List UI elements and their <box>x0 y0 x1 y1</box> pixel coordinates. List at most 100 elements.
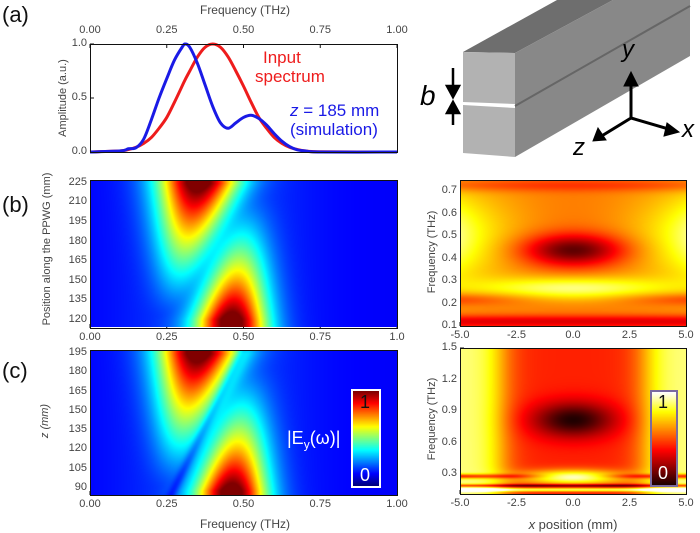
x-tick-label: 0.00 <box>79 24 101 36</box>
gap-label: b <box>420 80 436 111</box>
gap-arrow-down-head-icon <box>444 84 462 100</box>
panel-label-a: (a) <box>2 2 29 27</box>
y-tick-label: 0.5 <box>441 229 457 242</box>
y-axis-arrowhead-icon <box>623 70 639 87</box>
heatmap-b-left-frame <box>90 180 398 329</box>
heatmap-c-left <box>91 351 397 495</box>
gap-arrow-up-head-icon <box>444 99 462 115</box>
y-tick-label: 0.1 <box>441 319 457 331</box>
y-tick-label: 195 <box>68 345 87 358</box>
xlabel-italic: x <box>528 517 536 532</box>
coordinate-axes <box>592 70 681 142</box>
y-tick-label: 0.0 <box>71 145 87 157</box>
y-tick-label: 150 <box>68 403 87 416</box>
waveguide-top-face <box>463 0 613 53</box>
annotation-sim-value: = 185 mm <box>298 101 380 120</box>
x-tick-label: 0.75 <box>309 24 331 36</box>
heatmap-c-left-frame <box>90 350 398 496</box>
annotation-sim-z: z <box>290 101 299 120</box>
y-tick-label: 120 <box>68 313 87 326</box>
y-tick-label: 105 <box>68 461 87 474</box>
x-tick-label: -2.5 <box>507 329 526 341</box>
colorbar-hot-max: 1 <box>658 392 669 412</box>
x-tick-label: 0.25 <box>156 498 178 510</box>
y-tick-label: 210 <box>68 195 87 208</box>
chart-a-frame <box>90 44 398 153</box>
x-axis-arrow-icon <box>630 116 673 132</box>
y-tick-label: 120 <box>68 442 87 455</box>
colorbar-label-tail: (ω)| <box>309 428 341 448</box>
xlabel-rest: position (mm) <box>535 517 618 532</box>
annotation-input-line1: Input <box>263 48 301 67</box>
x-tick-label: 1.00 <box>386 498 408 510</box>
annotation-sim-line2: (simulation) <box>290 120 378 139</box>
x-tick-label: 0.75 <box>309 498 331 510</box>
colorbar-jet-max: 1 <box>360 392 371 412</box>
waveguide-lower-plate-front <box>463 105 515 157</box>
y-tick-label: 135 <box>68 423 87 436</box>
colorbar-hot-frame <box>650 390 678 487</box>
x-tick-label: 5.0 <box>678 497 694 509</box>
y-tick-label: 165 <box>68 384 87 397</box>
colorbar-jet-frame <box>351 389 381 488</box>
x-axis-arrowhead-icon <box>663 122 681 137</box>
colorbar-label-sub: y <box>303 437 310 452</box>
y-tick-label: 0.6 <box>441 206 457 219</box>
colorbar-jet-label: |Ey(ω)| <box>287 428 340 452</box>
x-tick-label: 1.00 <box>386 24 408 36</box>
y-tick-label: 180 <box>68 234 87 247</box>
y-tick-label: 0.5 <box>71 91 87 103</box>
gap-arrows <box>444 68 462 125</box>
y-tick-label: 225 <box>68 175 87 188</box>
x-tick-label: 0.50 <box>232 24 255 36</box>
y-tick-label: 0.2 <box>441 296 457 309</box>
annotation-simulation: z = 185 mm (simulation) <box>290 101 379 139</box>
chart-c-left-xlabel: Frequency (THz) <box>199 517 291 531</box>
annotation-input-spectrum: Input spectrum <box>255 48 325 86</box>
heatmap-b-right <box>461 181 686 326</box>
waveguide-side-face <box>515 0 690 157</box>
x-tick-label: -5.0 <box>450 497 470 509</box>
y-tick-label: 165 <box>68 254 87 267</box>
x-tick-label: 0.75 <box>309 331 331 343</box>
x-tick-label: -5.0 <box>450 329 470 341</box>
x-tick-label: 0.25 <box>156 331 178 343</box>
z-axis-arrow-icon <box>599 116 632 139</box>
colorbar-jet-min: 0 <box>360 465 371 485</box>
y-tick-label: 0.3 <box>441 467 457 480</box>
y-tick-label: 150 <box>68 273 87 286</box>
y-tick-label: 0.9 <box>441 404 457 417</box>
x-tick-label: 2.5 <box>621 329 638 341</box>
y-tick-label: 90 <box>74 481 87 494</box>
y-tick-label: 135 <box>68 293 87 306</box>
x-tick-label: 0.25 <box>156 24 178 36</box>
axis-label-y: y <box>622 36 634 63</box>
colorbar-hot-min: 0 <box>658 463 669 483</box>
waveguide-upper-plate-front <box>463 52 515 104</box>
y-tick-label: 0.4 <box>441 251 457 264</box>
axis-label-x: x <box>682 116 694 143</box>
y-tick-label: 1.5 <box>441 341 457 353</box>
x-tick-label: 0.00 <box>79 331 101 343</box>
y-tick-label: 0.6 <box>441 435 457 448</box>
y-tick-label: 180 <box>68 365 87 378</box>
series-simulation-line <box>89 42 398 154</box>
x-tick-label: 0.0 <box>565 329 581 341</box>
chart-c-right-xlabel: x position (mm) <box>523 517 623 532</box>
y-tick-label: 1.2 <box>441 372 457 385</box>
x-tick-label: 1.0 <box>389 331 405 343</box>
heatmap-c-right-frame <box>460 348 687 495</box>
colorbar-jet <box>353 391 379 486</box>
x-tick-label: 0.00 <box>79 498 101 510</box>
panel-label-c: (c) <box>2 358 28 383</box>
x-tick-label: 0.50 <box>232 498 255 510</box>
axis-label-z: z <box>573 134 585 161</box>
panel-label-b: (b) <box>2 192 29 217</box>
annotation-sim-line1: z = 185 mm <box>290 101 379 120</box>
heatmap-b-left <box>91 181 397 327</box>
y-tick-label: 0.7 <box>441 184 457 197</box>
z-axis-arrowhead-icon <box>592 126 607 142</box>
y-tick-label: 0.3 <box>441 274 457 287</box>
